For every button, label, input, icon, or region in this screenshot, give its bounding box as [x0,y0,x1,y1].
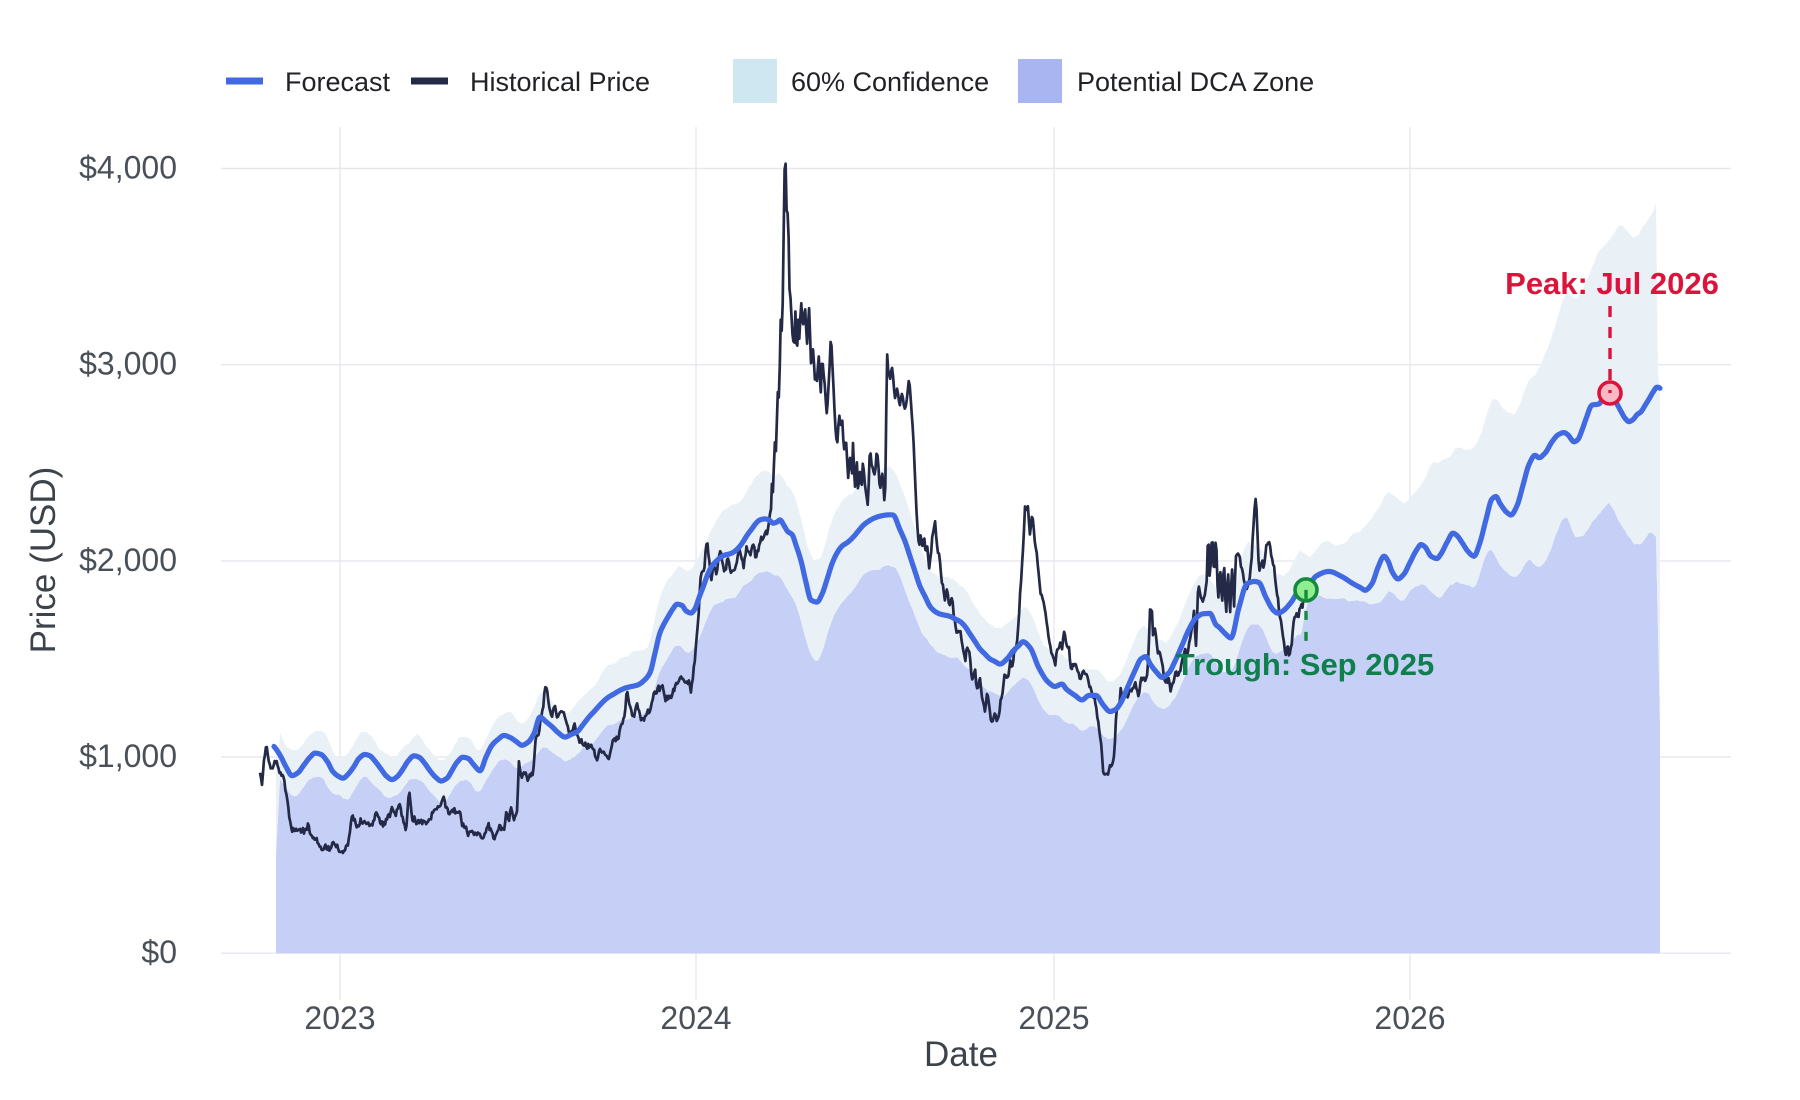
svg-text:Historical Price: Historical Price [470,67,650,97]
svg-text:Date: Date [924,1035,998,1074]
svg-text:60% Confidence: 60% Confidence [791,67,989,97]
svg-text:$4,000: $4,000 [79,150,177,186]
svg-text:2024: 2024 [660,1000,731,1036]
svg-text:Price (USD): Price (USD) [24,467,63,654]
svg-text:Potential DCA Zone: Potential DCA Zone [1077,67,1314,97]
svg-text:$2,000: $2,000 [79,542,177,578]
svg-text:$1,000: $1,000 [79,738,177,774]
svg-text:Peak: Jul 2026: Peak: Jul 2026 [1505,266,1719,301]
svg-text:2026: 2026 [1374,1000,1445,1036]
svg-text:2025: 2025 [1018,1000,1089,1036]
svg-text:$0: $0 [141,934,177,970]
svg-text:Trough: Sep 2025: Trough: Sep 2025 [1176,647,1434,682]
svg-text:Forecast: Forecast [285,67,391,97]
svg-text:2023: 2023 [304,1000,375,1036]
svg-text:$3,000: $3,000 [79,346,177,382]
